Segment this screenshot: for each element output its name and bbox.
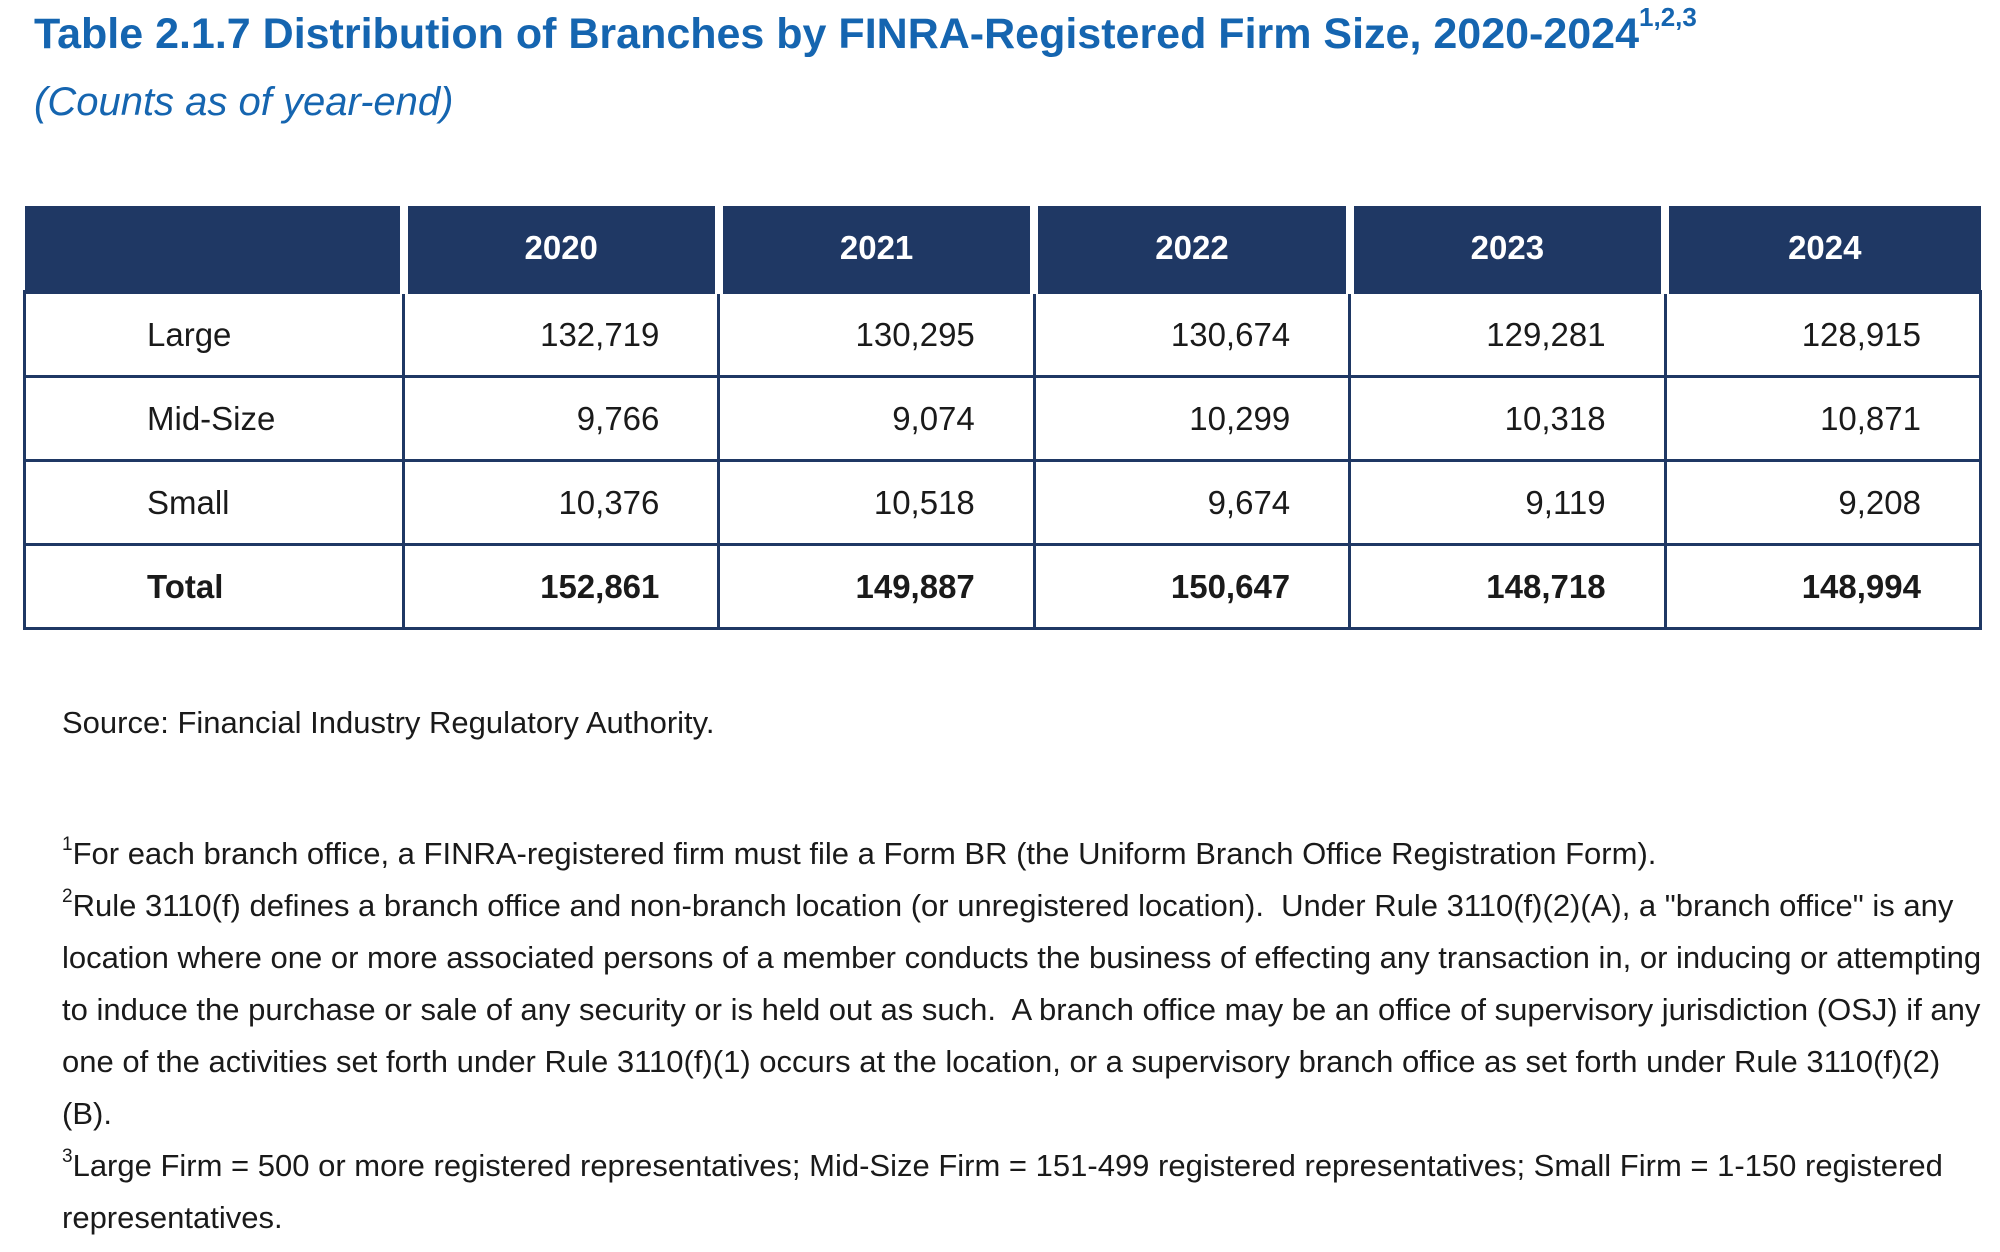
footnote-marker: 3: [62, 1146, 73, 1167]
cell: 9,766: [401, 375, 721, 462]
title-superscript: 1,2,3: [1639, 2, 1697, 32]
cell: 10,376: [401, 459, 721, 546]
cell: 148,994: [1663, 543, 1983, 630]
cell: 130,295: [717, 290, 1036, 378]
footnotes: 1For each branch office, a FINRA-registe…: [62, 828, 1982, 1244]
cell: 149,887: [717, 543, 1036, 630]
footnote: 1For each branch office, a FINRA-registe…: [62, 828, 1982, 880]
column-header: 2020: [399, 206, 719, 294]
data-table: 2020 2021 2022 2023 2024 Large 132,719 130,295…: [23, 206, 1983, 630]
table-body: Large 132,719 130,295 130,674 129,281 128,915…: [23, 290, 1983, 630]
footnote-text: Large Firm = 500 or more registered repr…: [62, 1148, 1952, 1235]
cell: 132,719: [401, 290, 721, 378]
source: Source: Financial Industry Regulatory Au…: [62, 705, 715, 740]
cell: 150,647: [1032, 543, 1352, 630]
subtitle: (Counts as of year-end): [34, 80, 454, 124]
cell: 129,281: [1348, 290, 1667, 378]
row-label: Small: [23, 459, 405, 546]
footnote-text: For each branch office, a FINRA-register…: [72, 836, 1657, 871]
header-row: 2020 2021 2022 2023 2024: [24, 206, 1981, 294]
cell: 9,208: [1663, 459, 1983, 546]
title: Table 2.1.7 Distribution of Branches by …: [34, 2, 1697, 59]
column-header: 2021: [714, 206, 1035, 294]
corner-cell: [24, 206, 404, 294]
cell: 128,915: [1663, 290, 1983, 378]
footnote-marker: 2: [62, 886, 73, 907]
cell: 130,674: [1032, 290, 1352, 378]
footnote-marker: 1: [62, 834, 73, 855]
cell: 148,718: [1348, 543, 1667, 630]
cell: 10,299: [1032, 375, 1352, 462]
cell: 9,074: [717, 375, 1036, 462]
cell: 9,674: [1032, 459, 1352, 546]
column-header: 2022: [1030, 206, 1350, 294]
table-row: Small 10,376 10,518 9,674 9,119 9,208: [23, 459, 1983, 546]
cell: 10,518: [717, 459, 1036, 546]
footnote: 2Rule 3110(f) defines a branch office an…: [62, 880, 1982, 1140]
cell: 152,861: [401, 543, 721, 630]
table-row: Large 132,719 130,295 130,674 129,281 128,915: [23, 290, 1983, 378]
row-label: Large: [23, 290, 405, 378]
table-row: Mid-Size 9,766 9,074 10,299 10,318 10,871: [23, 375, 1983, 462]
cell: 9,119: [1348, 459, 1667, 546]
row-label: Mid-Size: [23, 375, 405, 462]
cell: 10,871: [1663, 375, 1983, 462]
row-label: Total: [23, 543, 405, 630]
footnote-text: Rule 3110(f) defines a branch office and…: [62, 888, 1990, 1131]
footnote: 3Large Firm = 500 or more registered rep…: [62, 1140, 1982, 1244]
column-header: 2024: [1661, 206, 1981, 294]
table-head: 2020 2021 2022 2023 2024: [24, 206, 1981, 294]
title-text: Table 2.1.7 Distribution of Branches by …: [34, 10, 1640, 58]
table-row: Total 152,861 149,887 150,647 148,718 148,994: [23, 543, 1983, 630]
column-header: 2023: [1345, 206, 1666, 294]
cell: 10,318: [1348, 375, 1667, 462]
